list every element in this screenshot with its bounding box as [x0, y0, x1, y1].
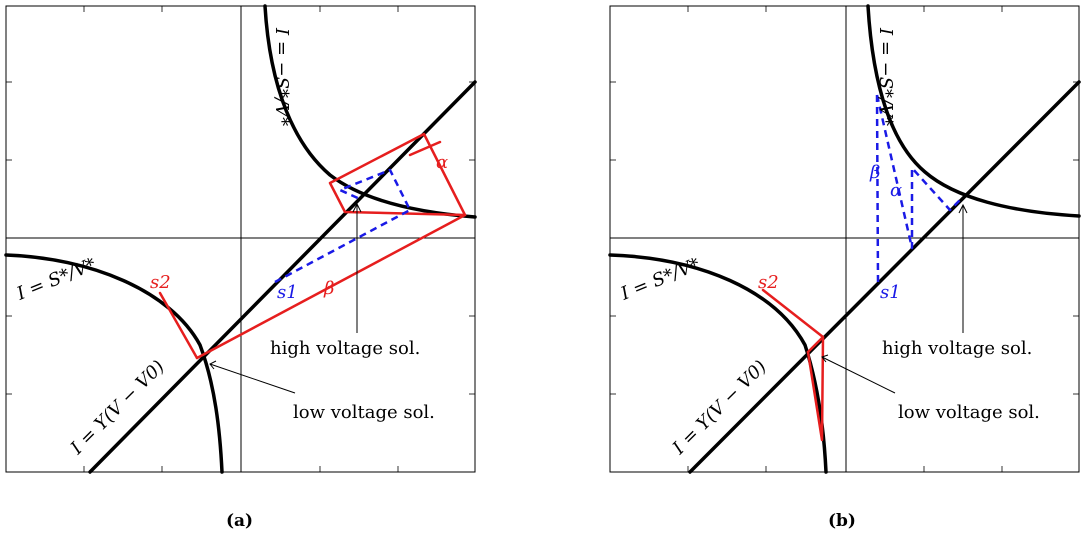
red-s2-segment	[158, 291, 199, 360]
label-s1: s1	[880, 282, 901, 303]
label-alpha: α	[890, 180, 902, 201]
arrow-low-voltage	[209, 360, 296, 394]
red-alpha-marker	[408, 140, 442, 157]
caption-b: (b)	[828, 511, 856, 531]
label-curve-left: I = S*/V*	[617, 254, 703, 305]
label-curve-top: I = −S*/V*	[875, 27, 896, 126]
arrow-high-voltage	[958, 203, 968, 333]
red-s2-segment	[761, 288, 825, 354]
red-construction-high	[328, 132, 467, 217]
panel-a: I = −S*/V* I = S*/V* I = Y(V − V0) α β s…	[4, 4, 477, 531]
tick-marks	[610, 6, 1079, 472]
label-high-voltage: high voltage sol.	[270, 338, 420, 359]
label-curve-top: I = −S*/V*	[271, 27, 292, 126]
red-beta-line	[195, 213, 467, 360]
arrow-high-voltage	[352, 202, 362, 333]
load-line	[88, 80, 477, 474]
label-high-voltage: high voltage sol.	[882, 338, 1032, 359]
load-line	[688, 80, 1081, 474]
panel-b: I = −S*/V* I = S*/V* I = Y(V − V0) β α s…	[608, 4, 1081, 531]
label-s1: s1	[277, 282, 298, 303]
red-spike	[806, 335, 825, 442]
upper-right-hyperbola	[866, 4, 1081, 218]
label-beta: β	[869, 162, 880, 183]
label-s2: s2	[150, 272, 171, 293]
label-alpha: α	[436, 152, 448, 173]
arrow-low-voltage	[821, 354, 896, 394]
blue-iteration-path	[274, 168, 412, 284]
label-s2: s2	[758, 272, 779, 293]
label-beta: β	[323, 278, 334, 299]
upper-right-hyperbola	[263, 4, 477, 219]
caption-a: (a)	[226, 511, 253, 531]
plot-frame	[609, 5, 1080, 473]
lower-left-hyperbola	[4, 253, 224, 474]
label-low-voltage: low voltage sol.	[898, 402, 1040, 423]
label-low-voltage: low voltage sol.	[293, 402, 435, 423]
